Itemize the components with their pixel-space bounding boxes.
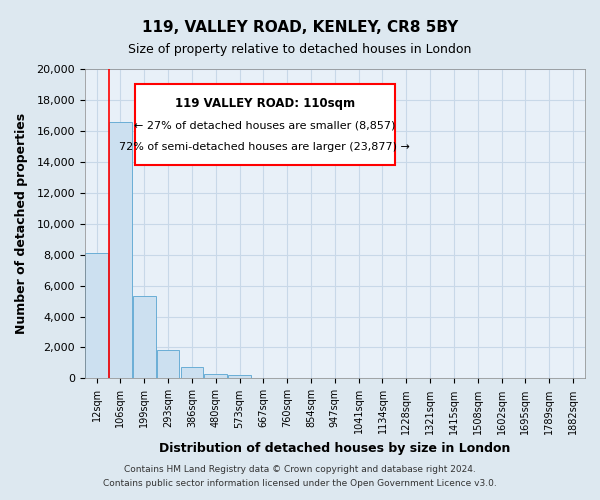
Text: Contains HM Land Registry data © Crown copyright and database right 2024.
Contai: Contains HM Land Registry data © Crown c… [103, 466, 497, 487]
X-axis label: Distribution of detached houses by size in London: Distribution of detached houses by size … [159, 442, 511, 455]
Bar [228, 375, 251, 378]
Bar [181, 367, 203, 378]
Text: 119 VALLEY ROAD: 110sqm: 119 VALLEY ROAD: 110sqm [175, 97, 355, 110]
Text: Size of property relative to detached houses in London: Size of property relative to detached ho… [128, 42, 472, 56]
FancyBboxPatch shape [135, 84, 395, 165]
Bar [133, 296, 155, 378]
Bar [205, 374, 227, 378]
Y-axis label: Number of detached properties: Number of detached properties [15, 113, 28, 334]
Bar [157, 350, 179, 378]
Text: ← 27% of detached houses are smaller (8,857): ← 27% of detached houses are smaller (8,… [134, 120, 395, 130]
Text: 119, VALLEY ROAD, KENLEY, CR8 5BY: 119, VALLEY ROAD, KENLEY, CR8 5BY [142, 20, 458, 35]
Bar [85, 253, 108, 378]
Text: 72% of semi-detached houses are larger (23,877) →: 72% of semi-detached houses are larger (… [119, 142, 410, 152]
Bar [109, 122, 132, 378]
